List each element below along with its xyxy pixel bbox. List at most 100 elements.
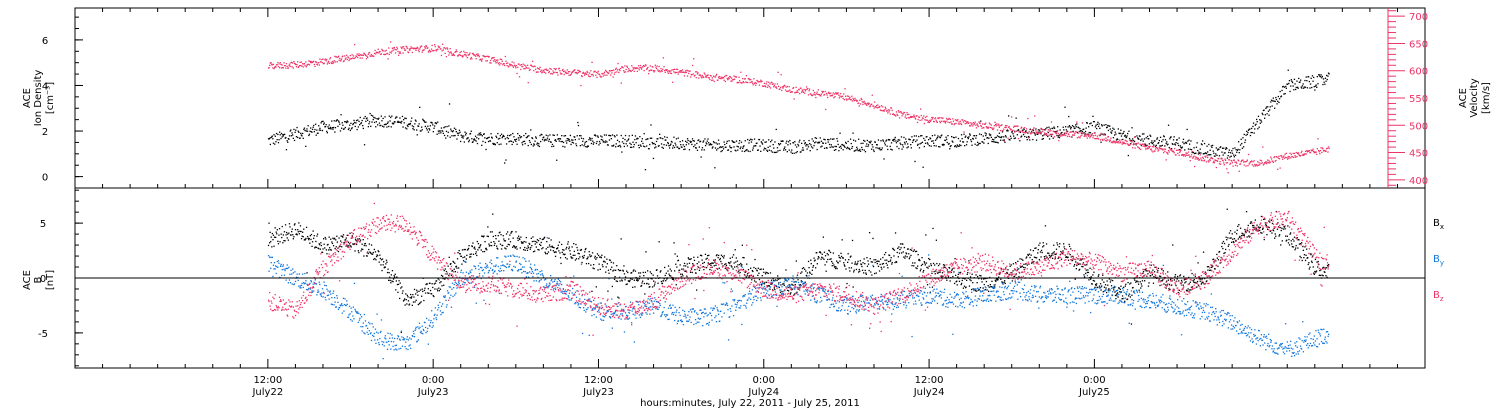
velocity-series-point [840,93,842,95]
bx-series-point [462,256,464,259]
density-series-point [1103,124,1105,126]
density-series-point [960,134,963,136]
bx-series-point [703,269,705,271]
bx-series-point [1069,245,1071,248]
bx-series-point [663,278,665,280]
bx-series-point [438,287,440,289]
density-series-point [880,140,882,142]
density-series-point [627,139,629,141]
bx-series-point [727,267,729,269]
bx-series-point [866,265,869,267]
density-series-point [885,139,888,141]
velocity-series-point [1295,156,1297,158]
velocity-series-point [418,51,420,53]
bx-series-point [584,248,586,251]
velocity-series-point [858,102,860,104]
velocity-series-point [341,58,343,60]
bx-series-point [541,238,543,241]
density-series-point [907,143,909,145]
bx-series-point [698,269,701,271]
density-series-point [377,118,379,120]
density-series-point [432,131,434,133]
velocity-series-point [417,47,419,49]
velocity-series-point [1135,143,1137,145]
velocity-series-point [305,61,307,63]
bx-series-point [973,289,975,291]
density-series-point [1263,109,1265,111]
velocity-series-point [401,46,404,48]
bx-series-point [374,251,377,253]
velocity-series-point [985,126,987,128]
bx-series-point [821,256,823,258]
density-series-point [537,145,539,147]
bx-series-point [598,263,600,265]
density-series-point [495,135,497,137]
density-series-point [763,149,765,151]
velocity-series-point [1197,158,1199,160]
density-series-point [904,143,906,145]
bx-series-point [608,272,610,274]
bx-series-point [1009,265,1011,267]
bx-series-point [824,255,827,257]
velocity-series-point [519,64,521,66]
velocity-series-point [925,119,927,121]
velocity-series-point [786,90,788,93]
density-series-point [587,145,589,147]
bx-series-point [934,264,936,266]
density-series-point [728,140,730,142]
density-series-point [1081,132,1083,135]
velocity-series-point [278,63,280,65]
velocity-series-point [955,122,957,125]
bx-series-point [456,258,459,260]
density-series-point [895,140,897,142]
velocity-series-point [568,74,570,76]
velocity-series-point [677,68,679,71]
velocity-series-point [659,70,661,72]
bx-series-point [509,241,512,243]
velocity-series-point [903,112,906,114]
density-series-point [929,137,931,139]
density-series-point [1145,144,1147,146]
velocity-series-point [422,49,425,51]
velocity-series-point [1237,159,1239,161]
bx-series-point [293,224,296,226]
velocity-series-point [1005,126,1007,129]
velocity-series-point [986,127,988,129]
density-series-point [567,139,569,142]
bx-series-point [924,264,926,266]
density-series-point [1061,131,1063,134]
bx-series-point [518,237,520,239]
density-series-point [350,122,352,124]
velocity-series-point [933,121,935,123]
velocity-series-point [974,121,976,123]
velocity-series-point [883,110,885,112]
bx-series-point [327,249,330,251]
bx-series-point [779,291,782,293]
velocity-series-point [1289,152,1291,154]
bx-series-point [685,265,687,267]
density-series-point [1289,90,1291,93]
bx-series-point [1056,244,1059,246]
velocity-series-point [1185,154,1188,156]
bx-series-point [404,298,406,300]
bx-series-point [883,266,885,268]
density-series-point [331,127,333,129]
density-series-point [826,147,828,149]
bx-series-point [867,260,869,262]
velocity-series-point [761,80,763,82]
bx-series-point [863,272,865,274]
velocity-series-point [1053,136,1056,138]
velocity-series-point [1254,163,1256,166]
velocity-series-point [277,65,280,68]
density-series-point [1280,95,1283,97]
bx-series-point [270,236,272,238]
bx-series-point [786,289,789,291]
bx-series-point [385,259,388,261]
density-series-point [438,130,441,132]
density-series-point [1253,132,1255,134]
density-series-point [1127,132,1129,135]
density-series-point [667,141,669,144]
density-series-point [1092,115,1094,117]
velocity-series-point [463,50,465,53]
velocity-series-point [1137,142,1139,144]
